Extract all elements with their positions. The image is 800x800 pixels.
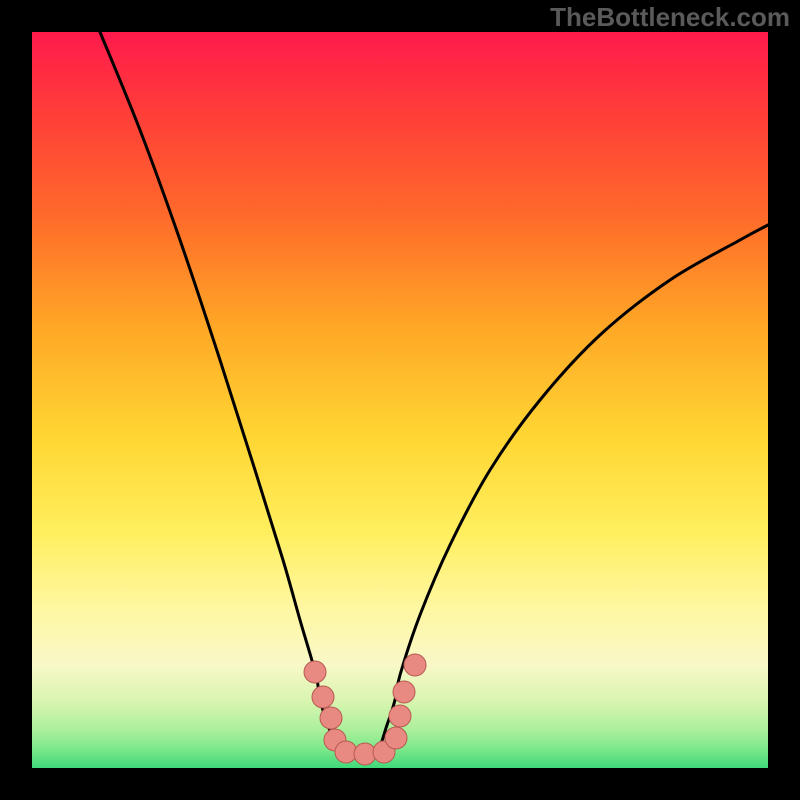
data-marker [389,705,411,727]
data-marker [320,707,342,729]
data-marker [404,654,426,676]
data-marker [385,727,407,749]
plot-background [32,32,768,768]
watermark-text: TheBottleneck.com [550,2,790,33]
chart-svg [0,0,800,800]
data-marker [312,686,334,708]
data-marker [304,661,326,683]
chart-frame: TheBottleneck.com [0,0,800,800]
data-marker [393,681,415,703]
